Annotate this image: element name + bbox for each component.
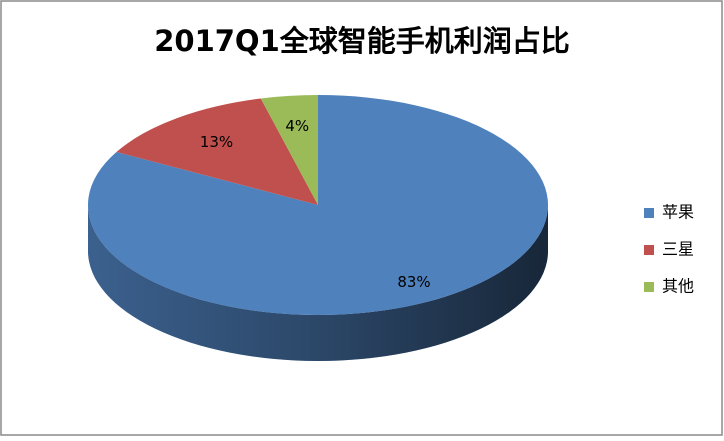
legend-label: 三星 <box>662 240 694 259</box>
legend-swatch <box>644 208 654 218</box>
data-label: 13% <box>200 133 233 151</box>
legend-label: 苹果 <box>662 203 694 222</box>
pie-slice <box>116 98 318 205</box>
legend-swatch <box>644 245 654 255</box>
pie-side-shade <box>88 205 548 361</box>
data-label: 83% <box>397 273 430 291</box>
legend-swatch <box>644 282 654 292</box>
chart-title: 2017Q1全球智能手机利润占比 <box>154 24 570 58</box>
data-label: 4% <box>285 117 309 135</box>
pie-slice <box>260 95 318 205</box>
legend-label: 其他 <box>662 277 694 296</box>
